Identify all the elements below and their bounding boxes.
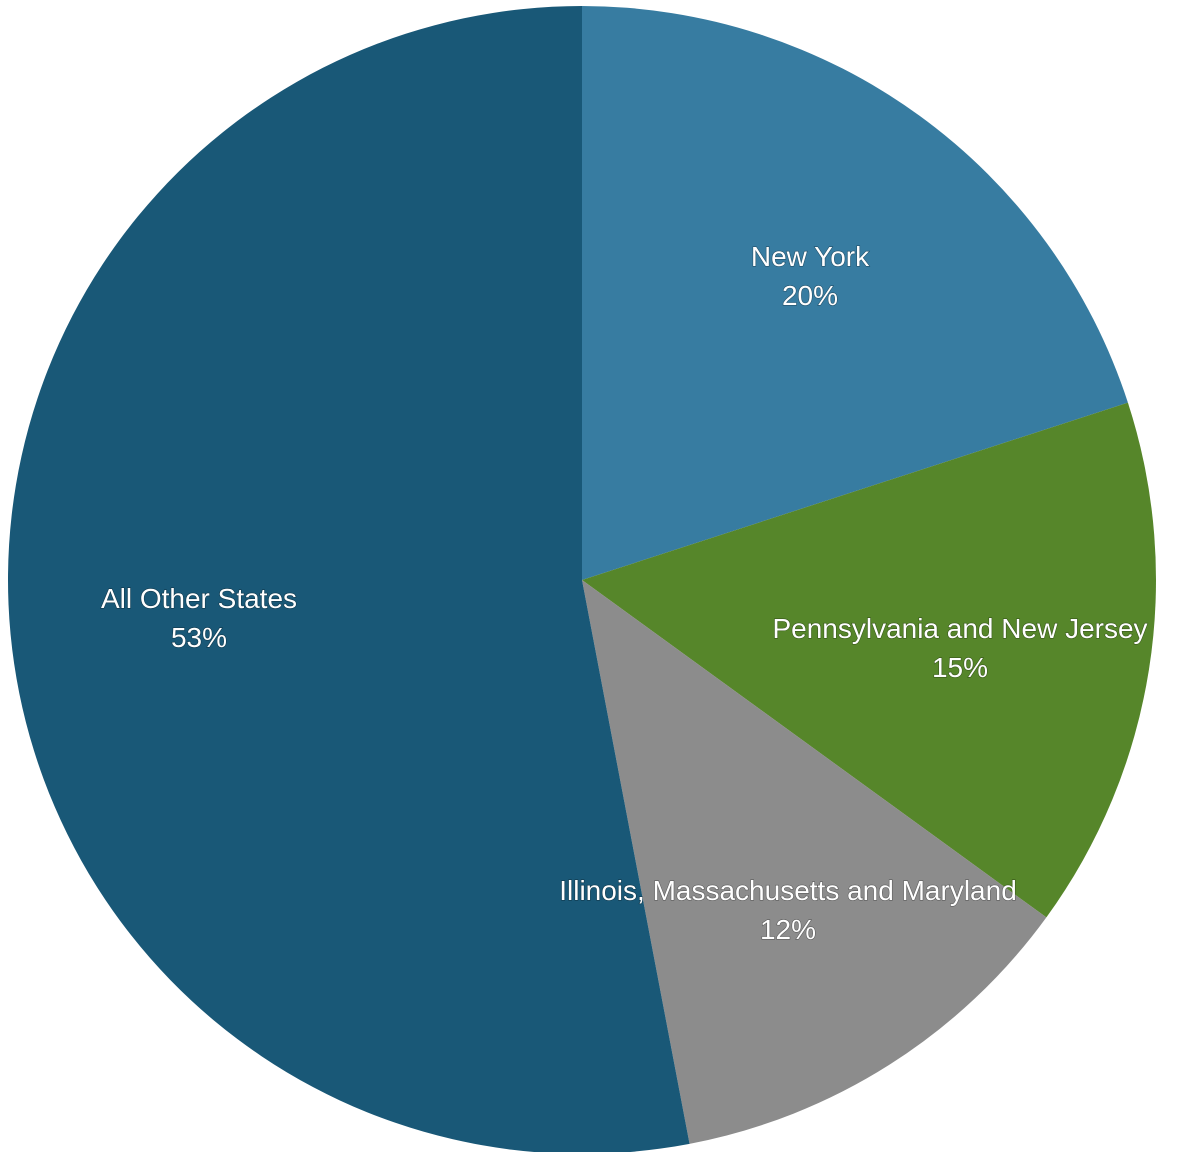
pie-slice-illinois-massachusetts-and-maryland	[582, 580, 1047, 1144]
pie-slices	[8, 6, 1156, 1152]
slice-category-label: Pennsylvania and New Jersey	[772, 613, 1147, 644]
slice-category-label: New York	[751, 241, 870, 272]
slice-category-label: All Other States	[101, 583, 297, 614]
slice-value-label: 20%	[782, 280, 838, 311]
pie-slice-new-york	[582, 6, 1128, 580]
slice-value-label: 15%	[932, 652, 988, 683]
pie-labels: New York 20% Pennsylvania and New Jersey 15…	[100, 240, 1148, 945]
slice-category-label: Illinois, Massachusetts and Maryland	[559, 875, 1017, 906]
slice-value-label: 53%	[171, 622, 227, 653]
pie-slice-pennsylvania-and-new-jersey	[582, 402, 1156, 918]
pie-slice-all-other-states	[8, 6, 690, 1152]
slice-value-label: 12%	[760, 914, 816, 945]
